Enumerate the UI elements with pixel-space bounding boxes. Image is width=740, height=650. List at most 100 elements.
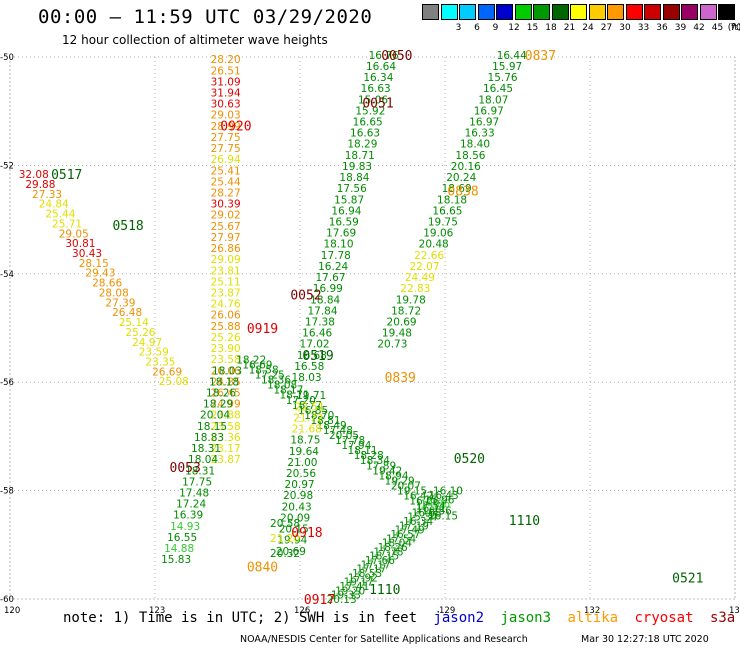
wave-height-value: 19.75: [428, 216, 458, 228]
wave-height-value: 25.44: [45, 209, 75, 221]
wave-height-value: 23.90: [211, 343, 241, 355]
wave-height-value: 18.10: [323, 239, 353, 251]
pass-time-label: 0918: [291, 526, 322, 541]
wave-height-value: 16.15: [428, 511, 458, 523]
scale-label: 15: [526, 23, 539, 33]
wave-height-value: 16.97: [474, 105, 504, 117]
wave-height-value: 26.06: [211, 310, 241, 322]
wave-height-value: 19.17: [344, 577, 374, 589]
wave-height-value: 15.76: [488, 72, 518, 84]
scale-swatch: [496, 4, 513, 20]
wave-height-value: 24.49: [405, 272, 435, 284]
pass-time-label: 0519: [302, 349, 333, 364]
wave-height-value: 18.04: [188, 454, 218, 466]
wave-height-value: 20.13: [327, 594, 357, 606]
wave-height-value: 21.72: [293, 412, 323, 424]
wave-height-value: 24.99: [211, 399, 241, 411]
track-0918: 19.7122.5121.7221.6818.7519.6421.0020.56…: [276, 390, 326, 558]
wave-height-value: 16.63: [361, 83, 391, 95]
pass-time-label: 0521: [672, 571, 703, 586]
axis-ticks: 120 123 126 129 132 135 -50 -52 -54 -56 -58 -60: [0, 53, 740, 616]
track-0920: 28.2026.5131.0931.9430.6329.0328.9927.75…: [211, 54, 241, 466]
wave-height-value: 20.98: [283, 490, 313, 502]
wave-height-value: 25.44: [211, 176, 241, 188]
wave-height-value: 19.42: [372, 465, 402, 477]
wave-height-value: 18.15: [197, 421, 227, 433]
wave-height-value: 23.58: [211, 421, 241, 433]
scale-swatch: [440, 4, 458, 20]
scale-swatch: [477, 4, 495, 20]
wave-height-value: 17.94: [341, 440, 371, 452]
scale-label: 42: [693, 23, 705, 33]
wave-height-value: 16.42: [403, 491, 433, 503]
wave-height-value: 15.34: [407, 512, 437, 524]
lat-tick-label: -58: [0, 487, 14, 497]
wave-height-value: 21.00: [287, 457, 317, 469]
wave-height-value: 18.31: [185, 465, 215, 477]
scale-swatch: [533, 4, 550, 20]
lon-tick-label: 126: [294, 606, 310, 616]
wave-height-value: 19.71: [296, 390, 326, 402]
legend-s3a: s3a: [709, 610, 736, 626]
wave-height-value: 29.02: [211, 210, 241, 222]
wave-height-value: 17.84: [307, 305, 337, 317]
wave-height-value: 25.08: [159, 376, 189, 388]
timestamp: Mar 30 12:27:18 UTC 2020: [581, 634, 709, 645]
wave-height-value: 18.81: [310, 415, 340, 427]
wave-height-value: 25.26: [211, 332, 241, 344]
wave-height-value: 14.93: [170, 521, 200, 533]
wave-height-value: 18.29: [203, 399, 233, 411]
pass-time-label: 0052: [290, 288, 321, 303]
wave-height-value: 17.48: [323, 425, 353, 437]
credit-line: NOAA/NESDIS Center for Satellite Applica…: [240, 634, 528, 645]
wave-height-value: 16.06: [409, 496, 439, 508]
wave-height-value: 16.69: [242, 359, 272, 371]
pass-time-label: 0917: [304, 593, 335, 608]
wave-height-value: 16.43: [429, 490, 459, 502]
scale-unit: (ft): [727, 23, 740, 33]
scale-swatch: [514, 4, 532, 20]
wave-height-value: 18.07: [478, 94, 508, 106]
wave-height-value: 21.20: [270, 533, 300, 545]
lat-tick-label: -54: [0, 270, 14, 280]
wave-height-value: 20.15: [279, 524, 309, 536]
wave-height-value: 20.05: [329, 430, 359, 442]
scale-swatch: [625, 4, 643, 20]
wave-height-value: 19.33: [331, 590, 361, 602]
wave-height-value: 16.85: [298, 405, 328, 417]
wave-height-value: 17.78: [321, 250, 351, 262]
map-frame: [9, 56, 736, 600]
wave-height-value: 17.48: [179, 487, 209, 499]
scale-swatch: [459, 4, 476, 20]
scale-swatch: [551, 4, 569, 20]
wave-height-value: 18.83: [194, 432, 224, 444]
wave-height-value: 19.78: [396, 294, 426, 306]
scale-label: 9: [492, 23, 499, 33]
legend-jason2: jason2: [433, 610, 485, 626]
wave-height-value: 18.04: [382, 538, 412, 550]
wave-height-value: 22.07: [409, 261, 439, 273]
wave-height-value: 16.33: [465, 128, 495, 140]
wave-height-value: 17.17: [356, 564, 386, 576]
page-subtitle: 12 hour collection of altimeter wave hei…: [62, 33, 328, 47]
wave-height-value: 27.75: [211, 143, 241, 155]
wave-height-value: 16.59: [329, 216, 359, 228]
wave-height-value: 18.84: [310, 294, 340, 306]
wave-height-value: 19.48: [382, 328, 412, 340]
note-text: note: 1) Time is in UTC; 2) SWH is in fe…: [63, 610, 418, 626]
wave-height-value: 20.58: [270, 518, 300, 530]
wave-height-value: 17.02: [300, 339, 330, 351]
track-0050: 16.7616.6416.3416.6315.0615.9216.6516.63…: [292, 50, 399, 384]
lat-tick-label: -60: [0, 595, 14, 605]
pass-time-label: 0920: [220, 119, 251, 134]
wave-height-value: 29.03: [211, 110, 241, 122]
map-grid: [9, 56, 736, 600]
wave-height-value: 25.41: [211, 165, 241, 177]
scale-swatch: [422, 4, 439, 20]
wave-height-value: 16.46: [302, 328, 332, 340]
wave-height-value: 16.34: [363, 72, 393, 84]
wave-height-value: 25.11: [211, 276, 241, 288]
wave-height-value: 17.78: [335, 435, 365, 447]
wave-height-value: 18.36: [261, 375, 291, 387]
